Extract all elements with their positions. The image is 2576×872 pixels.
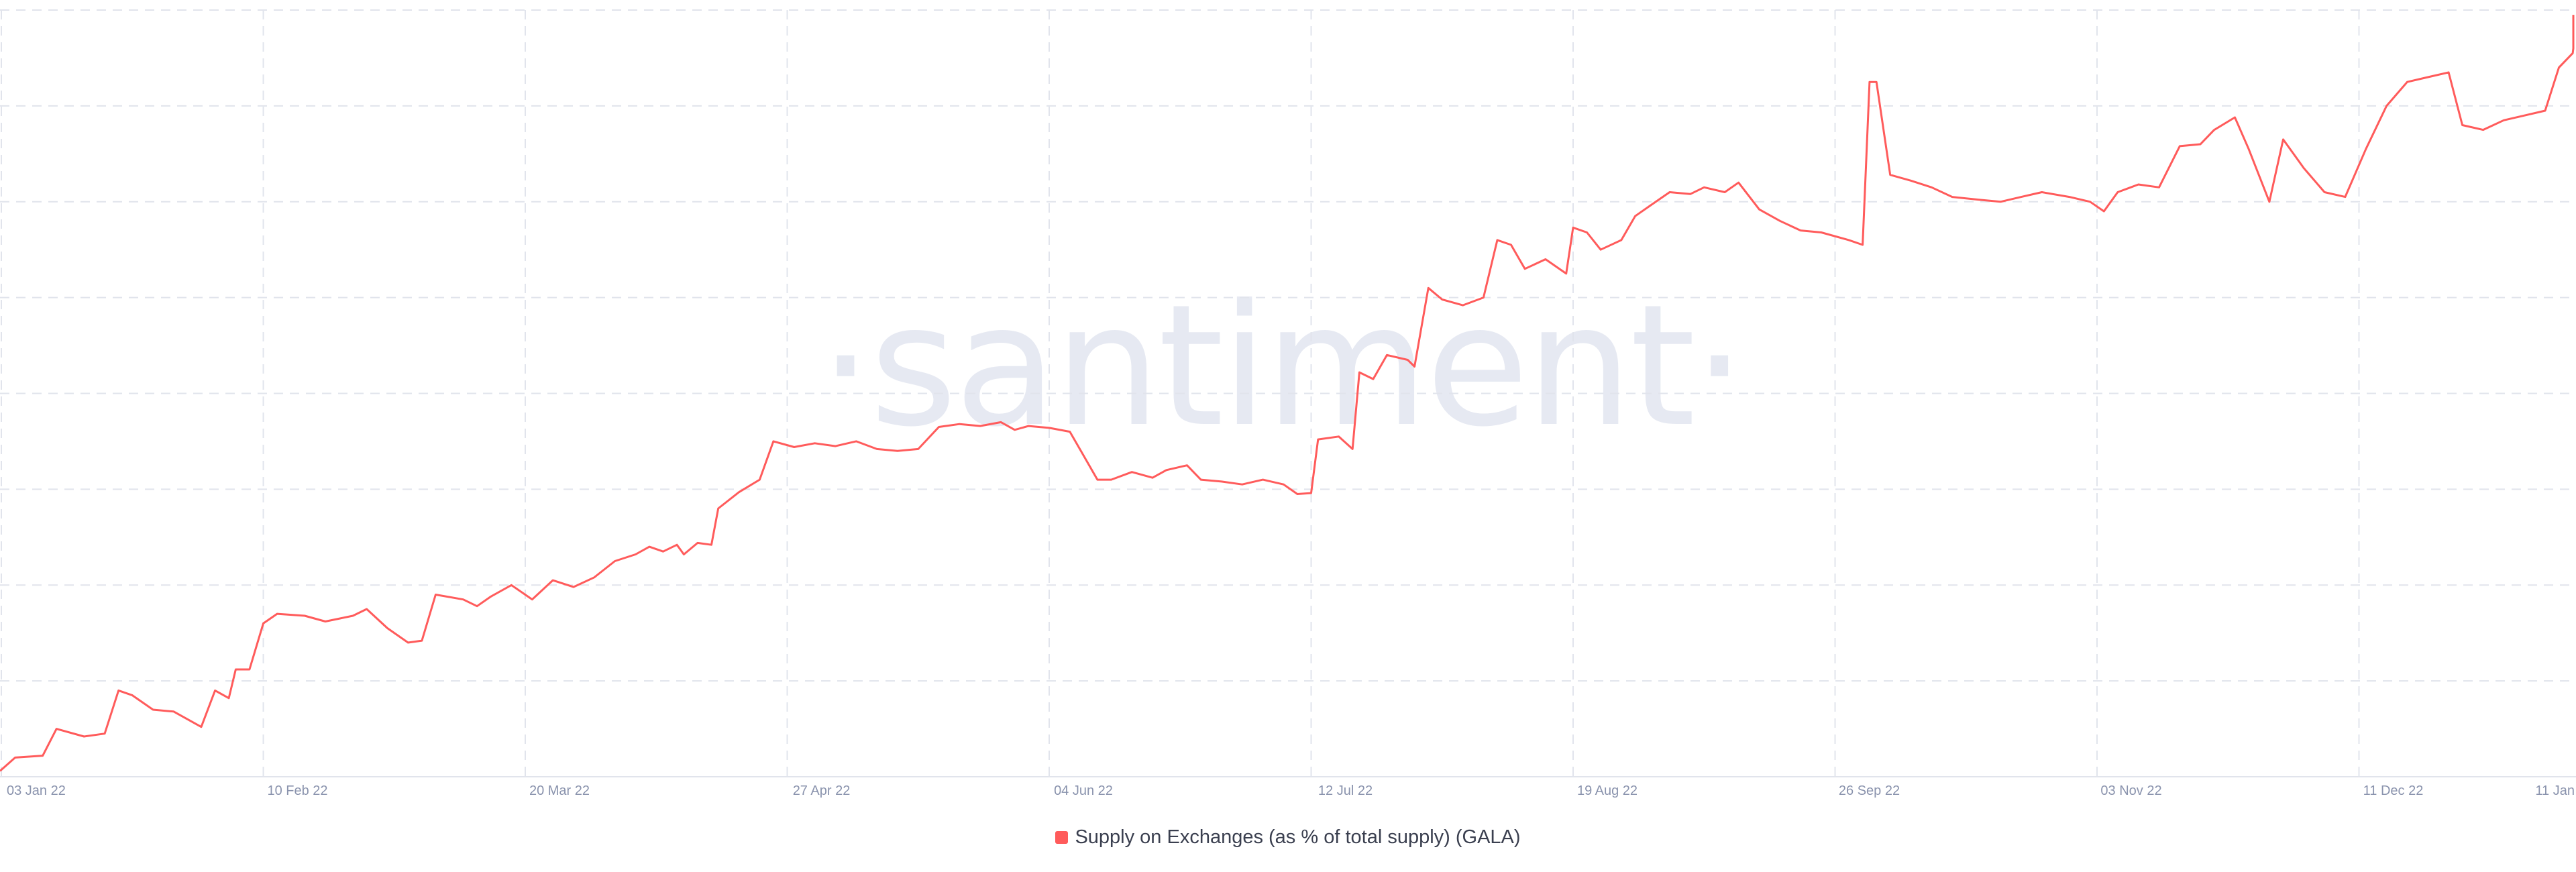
- x-tick-label: 11 Dec 22: [2363, 783, 2424, 798]
- x-tick-label: 20 Mar 22: [529, 783, 590, 798]
- x-tick-label: 03 Nov 22: [2100, 783, 2161, 798]
- chart-grid: [0, 9, 2576, 777]
- legend-label: Supply on Exchanges (as % of total suppl…: [1075, 826, 1521, 848]
- x-axis-tick-labels: 03 Jan 22 10 Feb 22 20 Mar 22 27 Apr 22 04 J…: [7, 783, 2575, 798]
- santiment-watermark: ·santiment·: [819, 268, 1743, 464]
- x-tick-label: 12 Jul 22: [1318, 783, 1373, 798]
- x-tick-label: 26 Sep 22: [1839, 783, 1900, 798]
- series-line-gala-supply-on-exchanges[interactable]: [0, 15, 2575, 772]
- x-tick-label: 11 Jan: [2535, 783, 2575, 798]
- x-tick-label: 27 Apr 22: [793, 783, 851, 798]
- x-tick-label: 19 Aug 22: [1577, 783, 1638, 798]
- x-tick-label: 03 Jan 22: [7, 783, 66, 798]
- chart-legend[interactable]: Supply on Exchanges (as % of total suppl…: [0, 826, 2576, 849]
- x-tick-label: 10 Feb 22: [267, 783, 327, 798]
- x-tick-label: 04 Jun 22: [1054, 783, 1113, 798]
- legend-swatch: [1055, 831, 1069, 844]
